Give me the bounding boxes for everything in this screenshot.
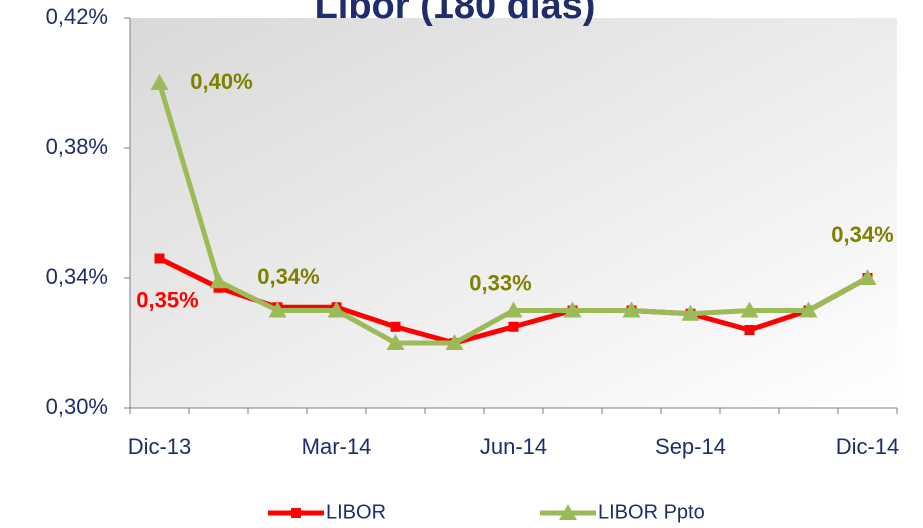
marker: [445, 334, 464, 350]
x-tick-label: Sep-14: [655, 434, 726, 459]
x-tick-label: Dic-13: [128, 434, 192, 459]
marker: [681, 304, 700, 321]
marker: [386, 334, 405, 350]
y-tick-label: 0,38%: [46, 134, 108, 159]
marker: [268, 301, 287, 318]
legend-label: LIBOR: [326, 501, 386, 523]
marker: [291, 508, 301, 518]
data-label: 0,35%: [136, 287, 198, 312]
x-tick-label: Jun-14: [480, 434, 547, 459]
chart-title: Libor (180 días): [315, 0, 596, 27]
marker: [622, 301, 641, 318]
legend-label: LIBOR Ppto: [598, 501, 705, 523]
marker: [744, 325, 755, 335]
marker: [150, 74, 169, 90]
marker: [209, 272, 228, 289]
y-tick-label: 0,42%: [46, 4, 108, 29]
data-label: 0,34%: [831, 222, 893, 247]
y-tick-label: 0,34%: [46, 264, 108, 289]
marker: [390, 321, 401, 332]
data-label: 0,33%: [469, 270, 531, 295]
marker: [508, 321, 519, 332]
marker: [858, 269, 877, 285]
x-tick-label: Mar-14: [302, 434, 372, 459]
data-label: 0,34%: [257, 264, 319, 289]
marker: [563, 301, 582, 318]
data-label: 0,40%: [190, 69, 252, 94]
marker: [504, 301, 523, 318]
plot-area: [130, 18, 897, 408]
marker: [799, 301, 818, 318]
marker: [327, 301, 346, 318]
y-tick-label: 0,30%: [46, 394, 108, 419]
marker: [154, 253, 165, 264]
x-tick-label: Dic-14: [836, 434, 900, 459]
marker: [559, 504, 577, 520]
marker: [740, 301, 759, 318]
